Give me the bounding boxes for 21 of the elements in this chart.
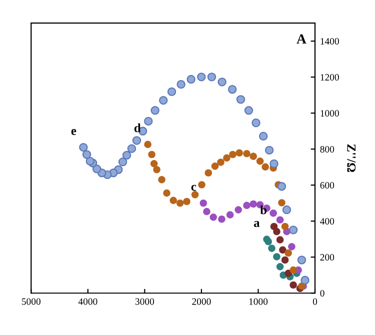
annotation: b	[260, 205, 267, 214]
annotation: a	[254, 221, 260, 228]
y-tick-label: 0	[320, 290, 324, 297]
y-tick-label: 1000	[320, 110, 339, 117]
annotation: A	[296, 34, 306, 44]
x-tick-label: 0	[312, 298, 318, 305]
x-tick-label: 4000	[78, 298, 98, 305]
annotation: e	[71, 129, 76, 136]
x-tick-label: 5000	[22, 298, 40, 305]
y-axis-title: Z''/Ω	[347, 144, 356, 172]
x-tick-label: 3000	[135, 298, 154, 305]
y-tick-label: 1200	[320, 74, 339, 81]
y-tick-label: 1400	[320, 38, 339, 45]
annotation: c	[191, 184, 196, 191]
y-tick-label: 200	[320, 254, 334, 261]
y-tick-label: 600	[320, 182, 334, 189]
x-tick-label: 2000	[192, 298, 211, 305]
annotation: d	[134, 123, 141, 132]
y-tick-label: 400	[320, 218, 334, 225]
x-tick-label: 1000	[249, 298, 268, 305]
y-tick-label: 800	[320, 146, 334, 153]
